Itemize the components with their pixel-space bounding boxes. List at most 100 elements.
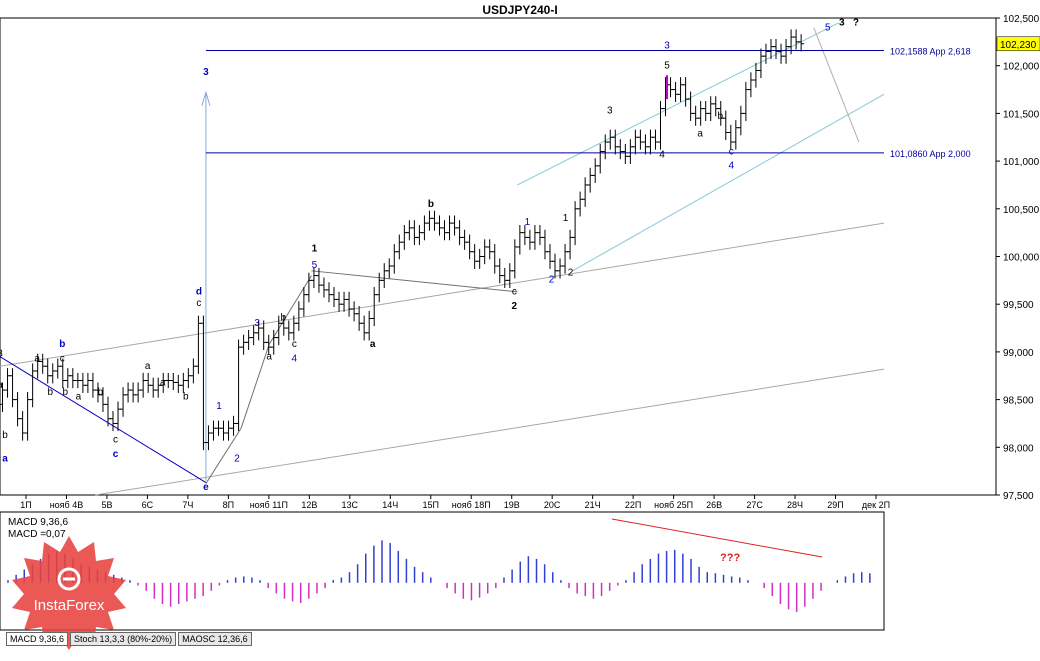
ohlc-bar [130, 382, 137, 403]
ohlc-bar [486, 239, 493, 260]
y-tick-label: 101,500 [1003, 109, 1040, 120]
ohlc-bar [49, 363, 56, 384]
wave-label: 5 [312, 260, 318, 271]
ohlc-bar [783, 38, 790, 64]
ohlc-bar [64, 368, 71, 389]
ohlc-bar [431, 210, 438, 231]
x-tick-label: 1П [20, 500, 31, 510]
wave-label: 4 [292, 353, 298, 364]
ohlc-bar [481, 239, 488, 265]
current-price-tag [996, 36, 1040, 52]
wave-label: 3 [664, 41, 670, 52]
ohlc-bar [778, 43, 785, 64]
ohlc-bar [140, 372, 147, 398]
ohlc-bar [396, 234, 403, 260]
tab-macd[interactable]: MACD 9,36,6 [6, 632, 69, 646]
ohlc-bar [707, 96, 714, 122]
ohlc-bar [346, 291, 353, 317]
ohlc-bar [441, 220, 448, 241]
wave-label: 4 [729, 161, 735, 172]
y-tick-label: 97,500 [1003, 491, 1034, 502]
wave-label: a [697, 128, 703, 139]
divergence-line [611, 518, 823, 558]
x-tick-label: нояб 11П [250, 500, 288, 510]
ohlc-bar [89, 372, 96, 398]
ohlc-bar [391, 244, 398, 274]
ohlc-bar [185, 368, 192, 389]
ohlc-bar [798, 34, 805, 52]
x-tick-label: 20С [544, 500, 561, 510]
ohlc-bar [356, 306, 363, 331]
ohlc-bar [120, 387, 127, 417]
wave-label: c [113, 435, 118, 446]
ohlc-bar [406, 220, 413, 241]
ohlc-bar [451, 215, 458, 236]
ohlc-bar [115, 401, 122, 432]
y-tick-label: 100,000 [1003, 253, 1040, 264]
wave-label: d [196, 287, 202, 298]
macd-value-label: MACD =0,07 [8, 529, 66, 540]
ohlc-bar [331, 287, 338, 308]
ohlc-bar [511, 239, 518, 279]
wave-label: a [76, 392, 82, 403]
wave-label: b [47, 387, 53, 398]
wave-label: c [729, 146, 734, 157]
ohlc-bar [190, 358, 197, 384]
y-tick-label: 99,500 [1003, 300, 1034, 311]
wave-label: b [2, 430, 8, 441]
divergence-warning: ??? [720, 552, 740, 564]
ohlc-bar [416, 225, 423, 246]
wave-label: a [266, 352, 272, 363]
wave-label: b [183, 392, 189, 403]
ohlc-bar [29, 363, 36, 408]
y-tick-label: 99,000 [1003, 348, 1034, 359]
ohlc-bar [84, 372, 91, 393]
trend-line [268, 275, 312, 345]
x-tick-label: дек 2П [862, 500, 890, 510]
ohlc-bar [642, 134, 649, 155]
ohlc-bar [732, 120, 739, 150]
x-tick-label: 6С [142, 500, 154, 510]
y-tick-label: 100,500 [1003, 205, 1040, 216]
x-tick-label: нояб 25П [654, 500, 693, 510]
trend-line [0, 222, 885, 367]
wave-label: b [59, 339, 65, 350]
wave-label: 2 [549, 274, 555, 285]
indicator-tabs: MACD 9,36,6 Stoch 13,3,3 (80%-20%) MAOSC… [6, 632, 252, 646]
y-tick-label: 98,000 [1003, 443, 1034, 454]
ohlc-bar [225, 420, 232, 441]
ohlc-bar [341, 291, 348, 312]
wave-label: b [98, 387, 104, 398]
main-plot-frame [0, 17, 997, 496]
ohlc-bar [587, 167, 594, 193]
tab-maosc[interactable]: MAOSC 12,36,6 [178, 632, 252, 646]
ohlc-bar [597, 143, 604, 174]
wave-label: a [34, 353, 40, 364]
ohlc-bar [667, 77, 674, 98]
trend-line [311, 270, 518, 293]
ohlc-bar [602, 134, 609, 160]
ohlc-bar [125, 382, 132, 403]
wave-label: 1 [312, 244, 318, 255]
ohlc-bar [175, 374, 182, 393]
wave-label: 4 [659, 149, 665, 160]
ohlc-bar [526, 229, 533, 250]
wave-label: a [2, 454, 8, 465]
ohlc-bar [421, 215, 428, 241]
tab-stoch[interactable]: Stoch 13,3,3 (80%-20%) [70, 632, 177, 646]
ohlc-bar [592, 158, 599, 184]
ohlc-bar [737, 105, 744, 136]
ohlc-bar [577, 191, 584, 217]
ohlc-bar [637, 129, 644, 150]
ohlc-bar [371, 287, 378, 327]
ohlc-bar [44, 358, 51, 384]
current-price-label: 102,230 [1000, 40, 1037, 51]
ohlc-bar [145, 372, 152, 393]
x-tick-label: 8П [223, 500, 234, 510]
ohlc-bar [401, 225, 408, 250]
x-tick-label: 19В [504, 500, 520, 510]
ohlc-bar [491, 244, 498, 274]
ohlc-bar [150, 377, 157, 398]
wave-label: c [292, 339, 297, 350]
wave-label: a [160, 377, 166, 388]
